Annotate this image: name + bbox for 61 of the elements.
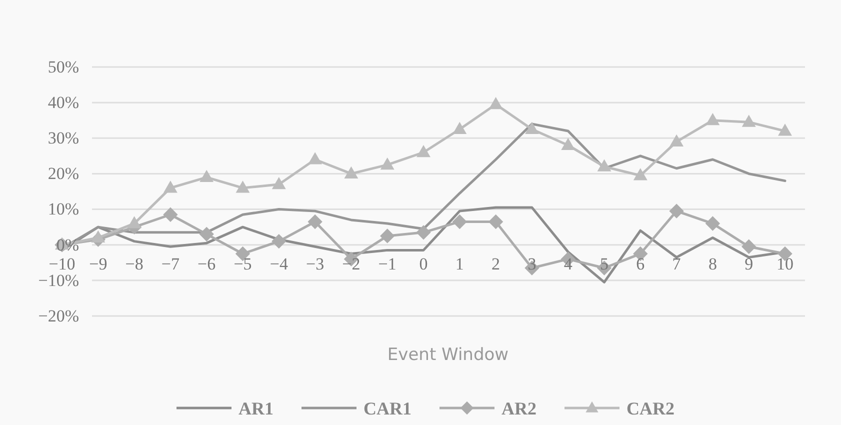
- point: [380, 157, 394, 170]
- y-tick-label: 30%: [48, 128, 79, 148]
- point: [163, 180, 178, 193]
- point: [452, 122, 467, 134]
- legend-label: AR2: [502, 398, 536, 418]
- point: [742, 114, 756, 127]
- point: [416, 145, 430, 158]
- point: [200, 170, 214, 182]
- point: [272, 234, 286, 249]
- y-tick-label: 50%: [48, 57, 79, 76]
- x-tick-label: 6: [636, 254, 645, 274]
- point: [163, 207, 178, 222]
- point: [597, 159, 612, 172]
- x-axis-title: Event Window: [387, 345, 509, 365]
- x-tick-label: 9: [744, 254, 754, 274]
- legend-label: AR1: [238, 398, 274, 418]
- x-tick-label: 4: [564, 254, 573, 274]
- x-tick-label: −9: [89, 254, 108, 274]
- point: [272, 177, 286, 190]
- point: [670, 134, 684, 146]
- point: [199, 226, 214, 242]
- x-tick-label: −6: [198, 254, 216, 274]
- point: [308, 152, 322, 164]
- x-tick-label: 0: [419, 254, 428, 274]
- x-tick-label: 8: [708, 254, 717, 274]
- point: [127, 216, 142, 228]
- x-tick-label: −7: [161, 254, 180, 274]
- x-tick-label: −4: [270, 254, 288, 274]
- y-tick-label: 20%: [48, 164, 79, 184]
- x-tick-label: −8: [125, 254, 144, 274]
- point: [524, 122, 539, 134]
- x-tick-label: 10: [776, 254, 794, 274]
- x-tick-label: 2: [492, 254, 500, 274]
- y-tick-label: 10%: [48, 200, 79, 219]
- point: [706, 113, 720, 126]
- point: [778, 124, 792, 136]
- y-tick-label: 40%: [48, 93, 79, 112]
- legend-label: CAR2: [626, 398, 674, 418]
- y-tick-label: −20%: [38, 306, 79, 326]
- point: [416, 225, 431, 240]
- point: [344, 166, 358, 178]
- point: [91, 230, 106, 243]
- x-tick-label: −5: [234, 254, 252, 274]
- legend-label: CAR1: [364, 398, 412, 418]
- point: [452, 214, 467, 230]
- x-tick-label: 7: [672, 254, 682, 274]
- point: [633, 168, 648, 180]
- point: [742, 239, 756, 254]
- x-tick-label: −1: [378, 254, 396, 274]
- x-tick-label: 1: [455, 254, 464, 274]
- point: [308, 214, 322, 230]
- point: [669, 204, 684, 218]
- point: [236, 180, 250, 193]
- x-tick-label: −3: [306, 254, 324, 274]
- point: [488, 214, 504, 230]
- y-tick-label: −10%: [38, 270, 79, 290]
- point: [380, 228, 395, 244]
- point: [561, 138, 576, 150]
- point: [705, 216, 720, 231]
- point: [488, 97, 503, 110]
- x-tick-label: −10: [48, 254, 76, 274]
